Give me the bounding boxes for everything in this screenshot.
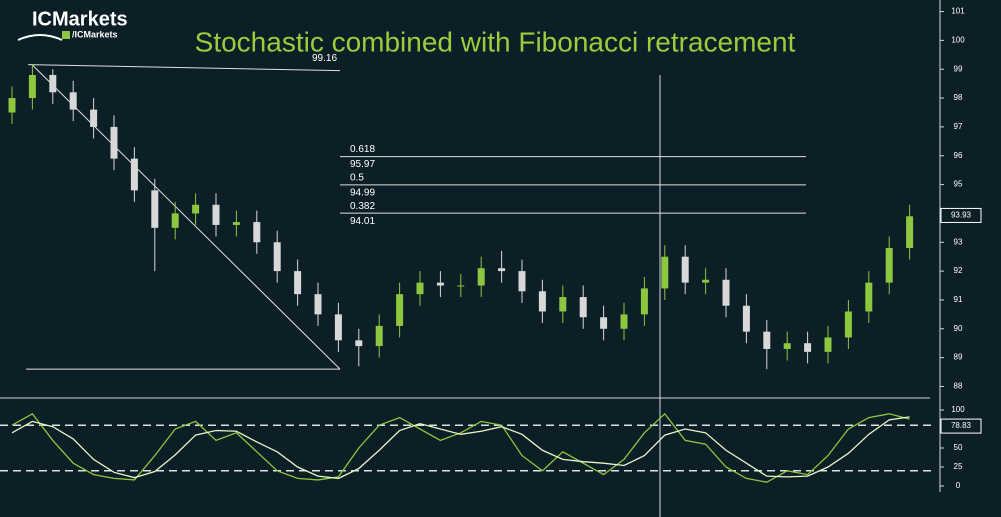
y-tick-label: 99 bbox=[954, 64, 963, 73]
stochastic-line bbox=[11, 416, 910, 480]
y-tick-label: 100 bbox=[951, 405, 965, 414]
social-handle: /ICMarkets bbox=[72, 29, 118, 39]
candle-body bbox=[906, 216, 914, 249]
y-tick-label: 90 bbox=[954, 324, 963, 333]
logo-swoosh bbox=[17, 34, 63, 41]
fib-ratio: 0.618 bbox=[350, 144, 375, 155]
candle-body bbox=[640, 288, 648, 315]
fib-ratio: 0.5 bbox=[350, 173, 364, 184]
fib-ratio: 0.382 bbox=[350, 201, 375, 212]
y-tick-label: 96 bbox=[954, 151, 963, 160]
candle-body bbox=[171, 213, 179, 228]
candle-body bbox=[192, 204, 200, 214]
candle-body bbox=[763, 331, 771, 349]
price-label: 93.93 bbox=[951, 211, 972, 220]
candle-body bbox=[69, 92, 77, 110]
candle-body bbox=[742, 305, 750, 332]
candle-body bbox=[518, 271, 526, 292]
candle-body bbox=[355, 340, 363, 347]
candle-body bbox=[865, 282, 873, 312]
y-tick-label: 93 bbox=[954, 237, 963, 246]
y-tick-label: 91 bbox=[954, 295, 963, 304]
peak-label: 99.16 bbox=[312, 53, 337, 64]
candle-body bbox=[130, 158, 138, 191]
candle-body bbox=[844, 311, 852, 338]
candle-body bbox=[375, 325, 383, 347]
y-tick-label: 50 bbox=[954, 443, 963, 452]
candle-body bbox=[232, 222, 240, 225]
logo: ICMarkets /ICMarkets bbox=[17, 8, 128, 41]
candle-body bbox=[559, 297, 567, 312]
y-tick-label: 92 bbox=[954, 266, 963, 275]
chart-title: Stochastic combined with Fibonacci retra… bbox=[195, 26, 796, 57]
candle-body bbox=[579, 297, 587, 318]
candle-body bbox=[151, 190, 159, 228]
candle-body bbox=[824, 337, 832, 352]
candle-body bbox=[498, 268, 506, 272]
candle-body bbox=[661, 256, 669, 289]
candle-body bbox=[334, 314, 342, 341]
y-tick-label: 0 bbox=[956, 481, 961, 490]
value-label: 78.83 bbox=[951, 421, 972, 430]
value-tag bbox=[940, 418, 982, 434]
candle-body bbox=[681, 256, 689, 283]
candle-body bbox=[396, 294, 404, 326]
candle-body bbox=[8, 98, 16, 113]
candle-body bbox=[783, 343, 791, 349]
y-tick-label: 101 bbox=[951, 7, 965, 16]
candle-body bbox=[294, 271, 302, 295]
y-tick-label: 25 bbox=[954, 462, 963, 471]
peak-line bbox=[27, 64, 341, 72]
candle-body bbox=[804, 343, 812, 352]
candle-body bbox=[885, 248, 893, 283]
candle-body bbox=[273, 242, 281, 272]
social-icon bbox=[62, 31, 70, 39]
candle-body bbox=[90, 109, 98, 127]
y-tick-label: 97 bbox=[954, 122, 963, 131]
candle-body bbox=[436, 282, 444, 286]
y-tick-label: 89 bbox=[954, 353, 963, 362]
fib-price: 95.97 bbox=[350, 159, 375, 170]
y-tick-label: 95 bbox=[954, 180, 963, 189]
candle-body bbox=[702, 279, 710, 283]
y-tick-label: 88 bbox=[954, 382, 963, 391]
y-tick-label: 100 bbox=[951, 35, 965, 44]
y-tick-label: 98 bbox=[954, 93, 963, 102]
candle-body bbox=[416, 282, 424, 295]
candle-body bbox=[620, 314, 628, 329]
fib-price: 94.01 bbox=[350, 216, 375, 227]
trend-line bbox=[31, 64, 341, 370]
candle-body bbox=[28, 74, 36, 99]
price-tag bbox=[940, 207, 982, 223]
candle-body bbox=[212, 204, 220, 225]
candle-body bbox=[600, 317, 608, 329]
candle-body bbox=[110, 126, 118, 159]
candle-body bbox=[253, 222, 261, 243]
candle-body bbox=[457, 285, 465, 287]
candle-body bbox=[538, 291, 546, 312]
candle-body bbox=[477, 268, 485, 286]
candle-body bbox=[722, 279, 730, 306]
logo-text: ICMarkets bbox=[32, 8, 128, 30]
fib-price: 94.99 bbox=[350, 188, 375, 199]
candle-body bbox=[314, 294, 322, 315]
candle-body bbox=[49, 74, 57, 93]
stochastic-line bbox=[11, 412, 910, 483]
